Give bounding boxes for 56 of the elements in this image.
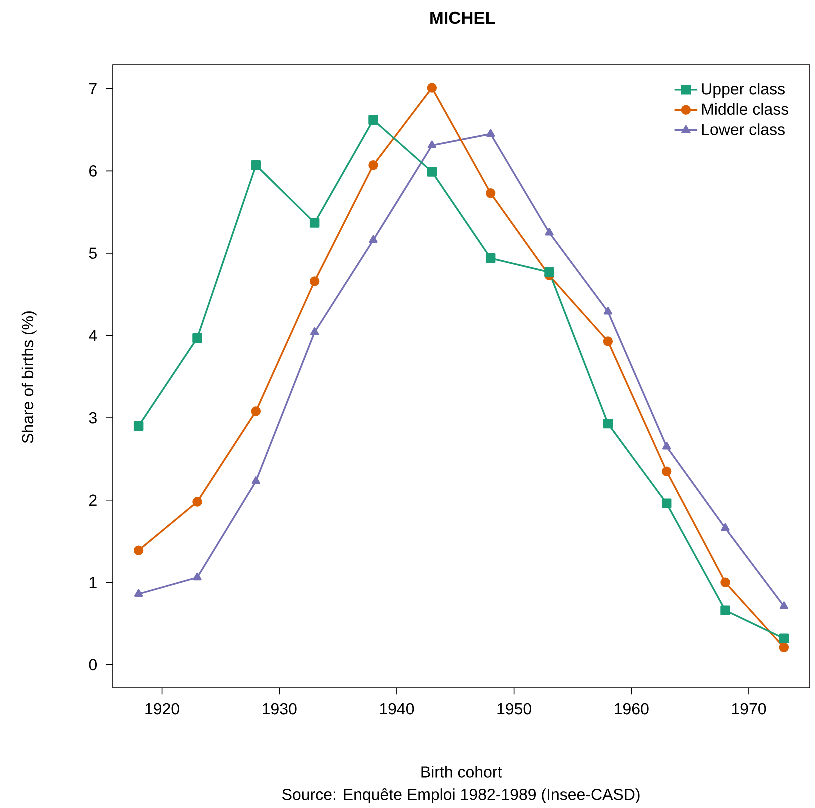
point xyxy=(310,218,320,228)
point xyxy=(427,167,438,177)
point xyxy=(251,406,262,416)
point xyxy=(662,442,672,450)
x-tick-label: 1920 xyxy=(146,703,180,715)
point xyxy=(252,476,260,484)
point xyxy=(662,466,672,476)
y-axis-title: Share of births (%) xyxy=(22,312,37,444)
legend-label: Lower class xyxy=(702,124,785,136)
y-tick-label: 5 xyxy=(89,248,97,260)
point xyxy=(486,254,496,264)
point xyxy=(310,328,320,336)
point xyxy=(720,606,730,616)
point xyxy=(251,160,262,170)
x-axis-title: Birth cohort xyxy=(422,766,502,778)
y-tick-label: 4 xyxy=(89,330,98,342)
point xyxy=(779,642,790,653)
point xyxy=(779,634,790,644)
point xyxy=(780,602,789,610)
point xyxy=(192,497,202,507)
point xyxy=(134,421,144,432)
point xyxy=(368,115,378,126)
point xyxy=(369,235,378,244)
point xyxy=(368,160,378,170)
chart-title: MICHEL xyxy=(430,12,496,24)
point xyxy=(427,83,438,93)
legend-label: Upper class xyxy=(702,83,785,98)
point xyxy=(721,523,730,532)
point xyxy=(720,578,730,588)
point xyxy=(192,333,202,344)
x-tick-label: 1960 xyxy=(615,703,649,715)
point xyxy=(545,228,554,236)
point xyxy=(662,498,672,509)
point xyxy=(603,336,614,346)
point xyxy=(428,140,436,149)
x-tick-label: 1950 xyxy=(498,703,532,715)
point xyxy=(604,307,613,315)
y-tick-label: 3 xyxy=(89,412,97,424)
point xyxy=(193,572,202,581)
point xyxy=(603,418,614,429)
y-tick-label: 0 xyxy=(89,659,98,671)
point xyxy=(486,188,496,198)
legend-label: Middle class xyxy=(702,103,789,116)
x-tick-label: 1940 xyxy=(380,703,414,715)
x-tick-label: 1970 xyxy=(732,703,766,715)
y-tick-label: 1 xyxy=(90,577,97,588)
point xyxy=(134,546,144,556)
point xyxy=(310,276,320,286)
point xyxy=(544,268,554,278)
x-tick-label: 1930 xyxy=(263,703,297,715)
y-tick-label: 6 xyxy=(90,166,97,177)
point xyxy=(134,589,144,598)
point xyxy=(486,129,496,138)
y-tick-label: 2 xyxy=(90,494,97,506)
source-note: Source: Enquête Emploi 1982-1989 (Insee-CASD) xyxy=(282,788,640,804)
y-tick-label: 7 xyxy=(90,83,97,94)
